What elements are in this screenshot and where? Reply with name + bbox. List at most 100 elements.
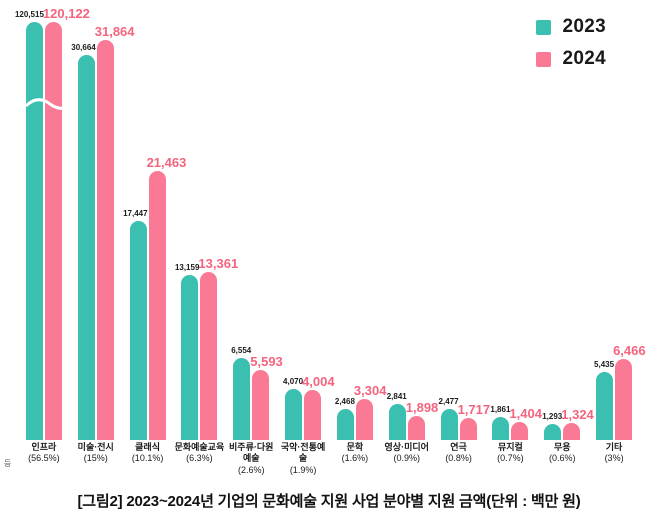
x-axis-label: 비주류·다원예술 (2.6%): [225, 442, 277, 476]
bar-2024: 5,593: [250, 0, 283, 440]
bar-2023: 30,664: [71, 0, 96, 440]
x-axis-label: 미술·전시 (15%): [70, 442, 122, 465]
x-axis-category-name: 비주류·다원예술: [229, 442, 274, 464]
bar-rect: [596, 371, 614, 440]
x-axis-category-share: (1.6%): [341, 453, 369, 464]
x-axis-label: 기타 (3%): [588, 442, 640, 465]
x-axis-category-name: 기타: [605, 442, 623, 452]
bar-rect: [96, 40, 114, 440]
bar-group: 2,477 1,717: [438, 0, 490, 440]
bar-value-label: 4,004: [302, 373, 335, 389]
bar-group: 6,554 5,593: [231, 0, 283, 440]
x-axis-category-name: 인프라: [31, 442, 57, 452]
bar-value-label: 1,293: [542, 411, 563, 421]
bar-value-label: 1,324: [561, 407, 594, 423]
bar-value-label: 6,466: [613, 342, 646, 358]
bar-rect: [563, 423, 581, 440]
bar-rect: [511, 422, 529, 440]
x-axis-label: 무용 (0.6%): [536, 442, 588, 465]
legend-label-2024: 2024: [562, 48, 606, 69]
x-axis-category-name: 뮤지컬: [497, 442, 523, 452]
bar-rect: [25, 22, 43, 440]
x-axis-category-share: (10.1%): [131, 453, 164, 464]
bar-group: 17,447 21,463: [123, 0, 186, 440]
bar-value-label: 1,717: [457, 402, 491, 418]
bar-value-label: 17,447: [123, 209, 148, 219]
bar-2024: 31,864: [95, 0, 135, 440]
bar-rect: [440, 408, 458, 440]
bar-2024: 13,361: [198, 0, 238, 440]
plot-area: 120,515 120,122 30,664 31,864 17,447 21,463 13…: [15, 0, 646, 440]
bar-value-label: 1,898: [405, 400, 439, 416]
bar-2023: 120,515: [15, 0, 44, 440]
bar-2023: 4,070: [283, 0, 303, 440]
legend-item-2023: 2023: [535, 16, 606, 38]
x-axis-category-share: (0.7%): [497, 453, 524, 464]
bar-rect: [181, 275, 199, 440]
axis-break-icon: [26, 98, 74, 110]
x-axis-label: 문화예술교육 (6.3%): [174, 442, 226, 465]
x-axis-category-name: 영상·미디어: [384, 442, 429, 452]
bar-rect: [544, 423, 562, 440]
bar-group: 4,070 4,004: [283, 0, 335, 440]
bar-rect: [459, 418, 477, 440]
x-axis-label: 문학 (1.6%): [329, 442, 381, 465]
bar-group: 2,841 1,898: [386, 0, 438, 440]
bar-2024: 4,004: [302, 0, 335, 440]
x-axis-category-name: 연극: [450, 442, 467, 452]
bar-2024: 1,324: [561, 0, 594, 440]
bar-value-label: 31,864: [94, 24, 135, 40]
bar-2024: 1,898: [406, 0, 438, 440]
bar-rect: [77, 55, 95, 440]
bar-group: 2,468 3,304: [335, 0, 386, 440]
bar-2023: 1,861: [490, 0, 511, 440]
bar-rect: [615, 358, 633, 440]
bar-group: 30,664 31,864: [71, 0, 135, 440]
x-axis-category-share: (3%): [604, 453, 624, 464]
bar-group: 13,159 13,361: [175, 0, 238, 440]
bar-rect: [148, 170, 166, 440]
x-axis-category-name: 미술·전시: [77, 442, 114, 452]
bar-rect: [252, 369, 270, 440]
bar-value-label: 120,515: [14, 10, 44, 19]
bar-group: 1,861 1,404: [490, 0, 542, 440]
bar-value-label: 2,477: [438, 396, 459, 406]
bar-rect: [336, 409, 354, 440]
bar-value-label: 13,361: [198, 256, 239, 272]
x-axis-label: 영상·미디어 (0.9%): [381, 442, 433, 465]
x-axis-label: 뮤지컬 (0.7%): [485, 442, 537, 465]
bar-2024: 6,466: [613, 0, 646, 440]
figure-caption: [그림2] 2023~2024년 기업의 문화예술 지원 사업 분야별 지원 금…: [77, 493, 581, 510]
chart-legend: 2023 2024: [535, 16, 606, 70]
bar-2024: 1,404: [509, 0, 542, 440]
bar-2023: 2,841: [386, 0, 407, 440]
x-axis-category-share: (15%): [83, 453, 108, 464]
bar-value-label: 30,664: [71, 43, 96, 53]
bar-value-label: 2,841: [386, 392, 407, 402]
bar-rect: [285, 388, 303, 440]
x-axis-category-share: (0.6%): [548, 453, 576, 464]
bar-2023: 5,435: [594, 0, 614, 440]
x-axis-category-name: 국악·전통예술: [280, 442, 326, 464]
x-axis-category-name: 무용: [553, 442, 571, 452]
x-axis-category-share: (6.3%): [186, 453, 213, 464]
x-axis-category-share: (0.8%): [445, 453, 472, 464]
x-axis-category-share: (2.6%): [237, 464, 265, 475]
bar-value-label: 3,304: [353, 382, 387, 398]
bar-rect: [233, 357, 251, 440]
bar-2024: 3,304: [354, 0, 386, 440]
x-axis-category-name: 문학: [346, 442, 364, 452]
bar-value-label: 1,861: [490, 404, 511, 414]
bar-group: 1,293 1,324: [542, 0, 594, 440]
bar-group: 5,435 6,466: [594, 0, 646, 440]
x-axis-category-share: (0.9%): [393, 453, 420, 464]
bar-2023: 2,477: [438, 0, 459, 440]
x-axis-label: 국악·전통예술 (1.9%): [277, 442, 329, 476]
bar-value-label: 21,463: [146, 154, 187, 170]
bar-2023: 1,293: [542, 0, 563, 440]
bar-value-label: 5,593: [250, 353, 283, 369]
bar-2023: 17,447: [123, 0, 148, 440]
bar-value-label: 6,554: [231, 345, 252, 355]
x-axis-category-name: 문화예술교육: [174, 442, 225, 452]
